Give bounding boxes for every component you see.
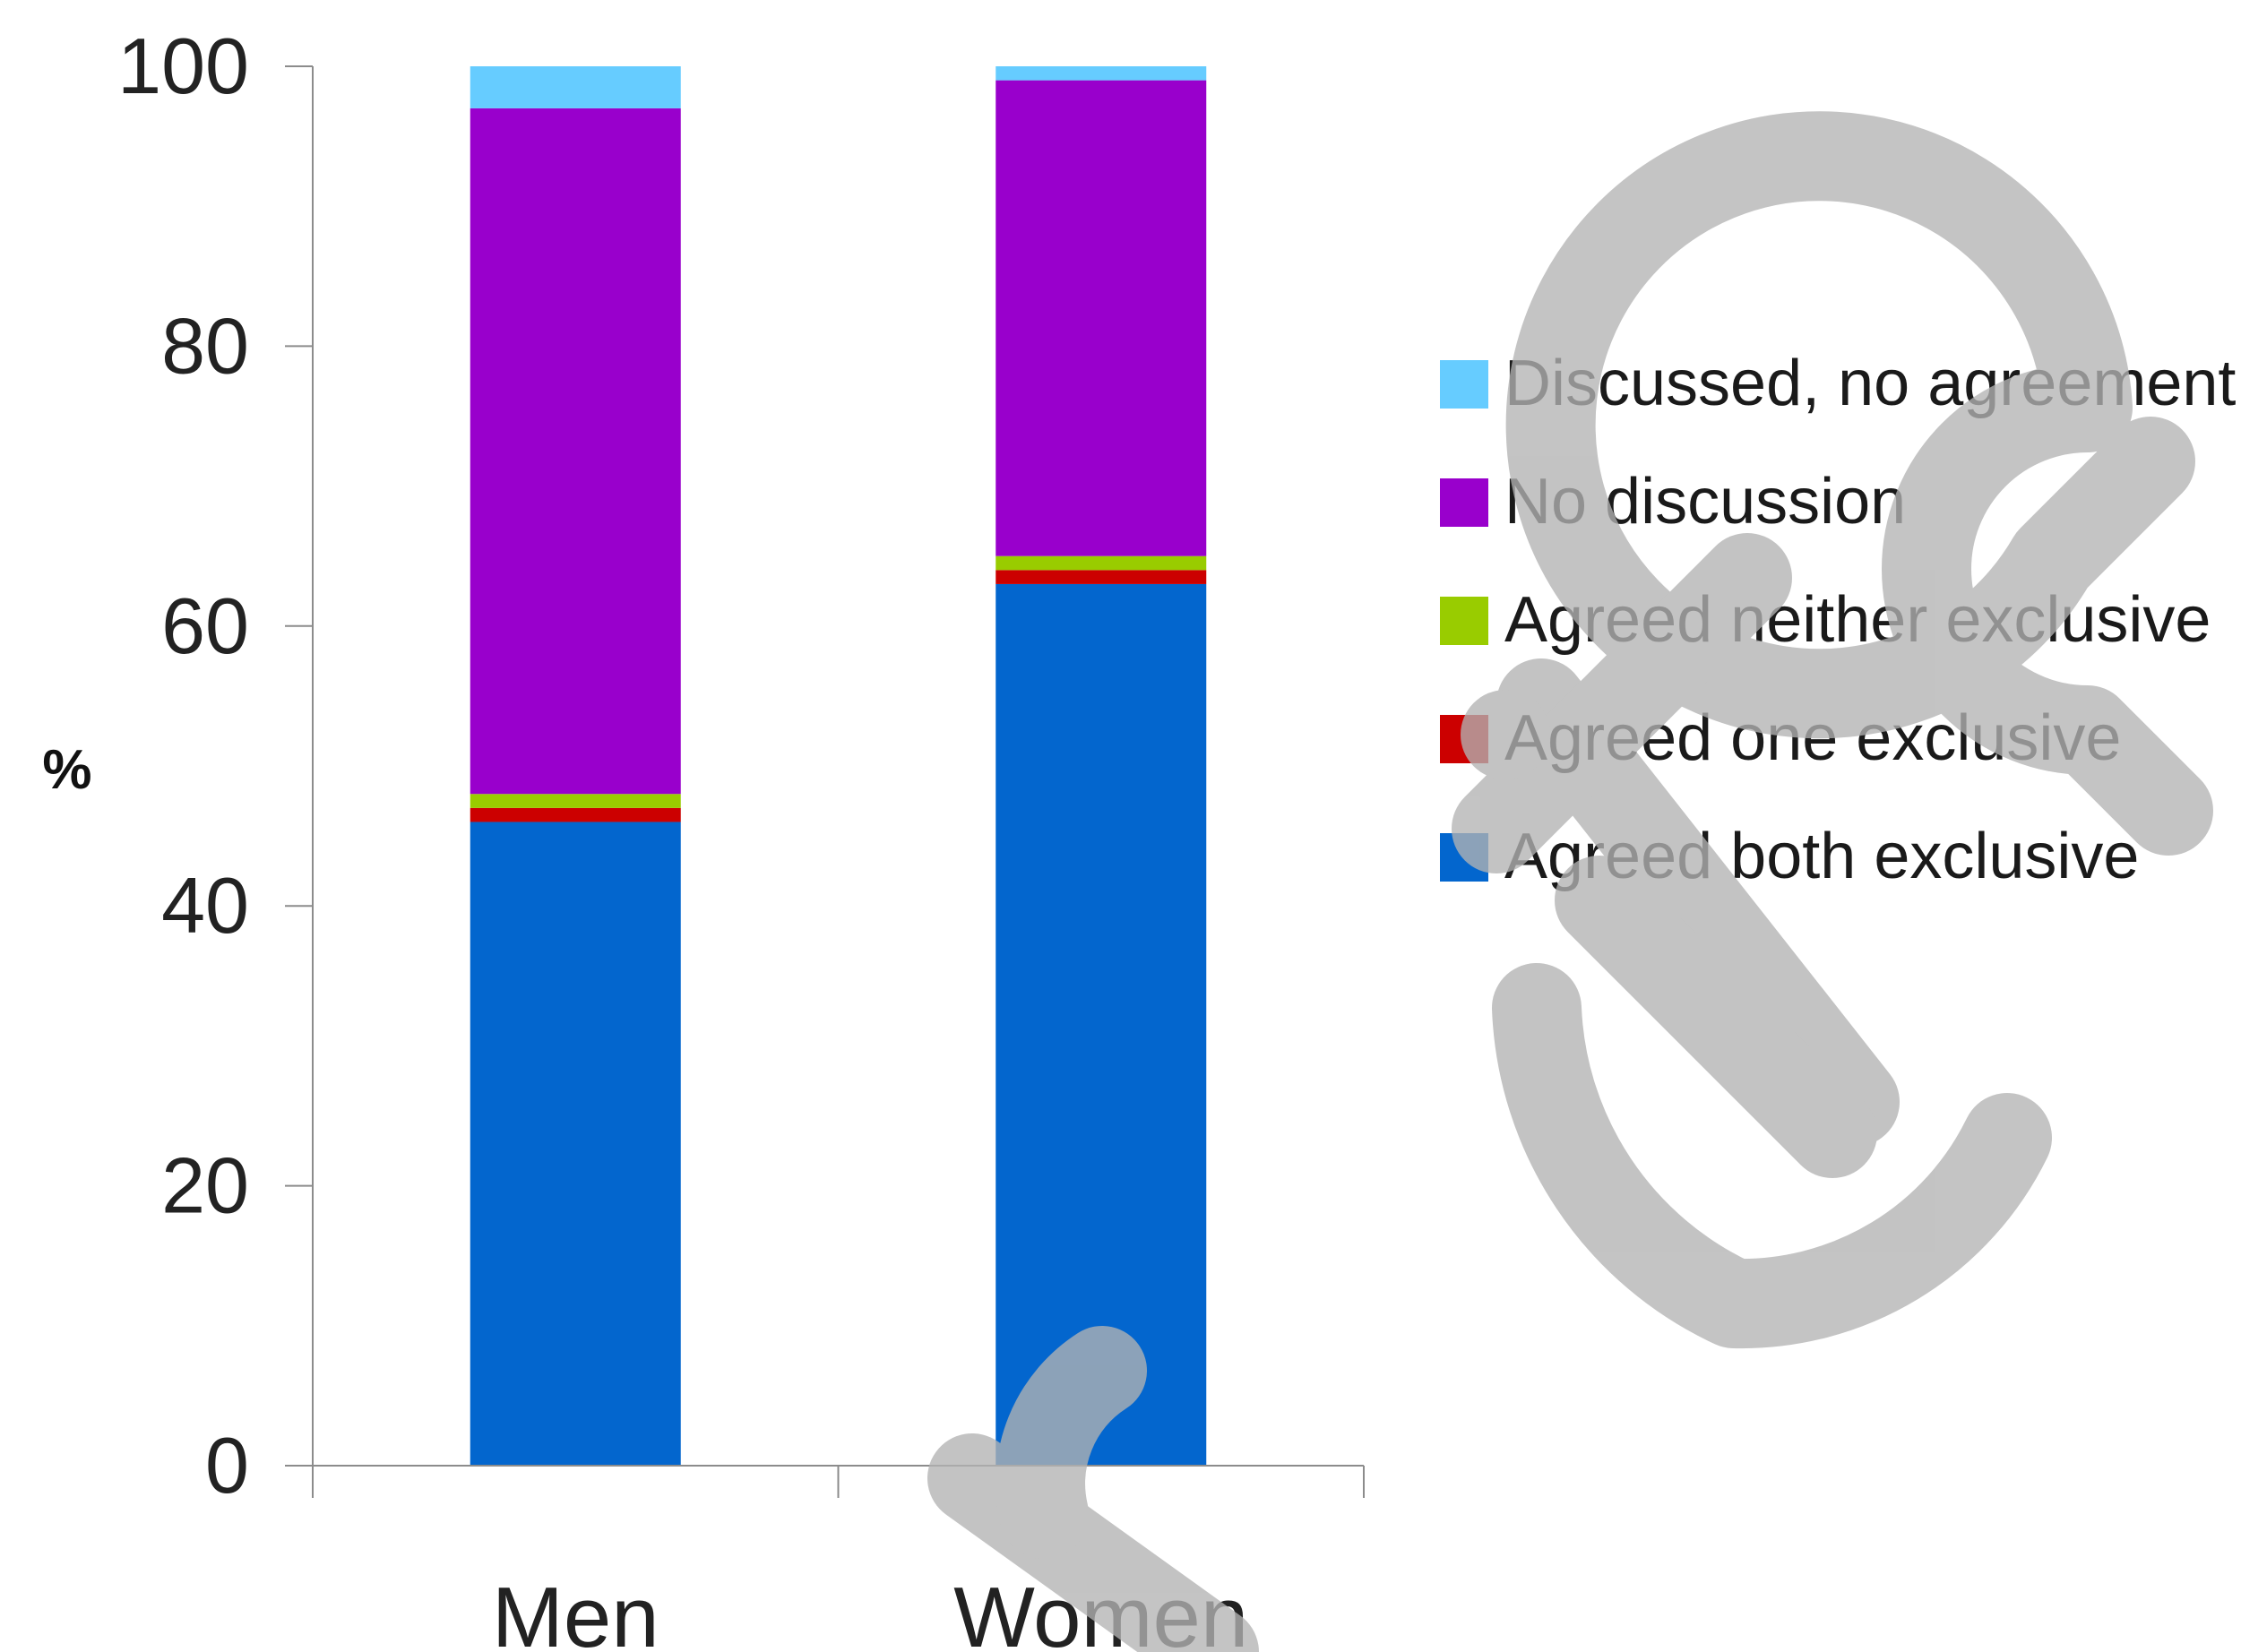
bar-segment-women-1 (996, 570, 1207, 584)
watermark-letter-r-arc (996, 1326, 1147, 1559)
bar-segment-women-2 (996, 555, 1207, 571)
bar-segment-men-4 (470, 66, 681, 108)
y-tick-label-80: 80 (161, 301, 249, 390)
bar-segment-men-2 (470, 794, 681, 808)
bar-segment-men-1 (470, 807, 681, 822)
x-tick-label-men: Men (492, 1570, 659, 1652)
legend-swatch-0 (1440, 360, 1488, 409)
watermark-letter-i (1555, 856, 1877, 1178)
bar-segment-men-0 (470, 822, 681, 1466)
legend-swatch-2 (1440, 597, 1488, 645)
y-axis-label: % (42, 739, 91, 801)
y-tick-label-60: 60 (161, 581, 249, 670)
bar-segment-women-4 (996, 66, 1207, 81)
bars-layer (470, 66, 1207, 1466)
bar-segment-women-3 (996, 80, 1207, 556)
y-tick-label-100: 100 (117, 22, 249, 110)
watermark (927, 111, 2213, 1652)
y-tick-label-0: 0 (205, 1421, 249, 1510)
watermark-letter-i-dot (1461, 690, 1550, 779)
watermark-letter-e (1505, 111, 2213, 856)
bar-segment-men-3 (470, 108, 681, 795)
legend-swatch-1 (1440, 478, 1488, 527)
watermark-letter-t-bar (1452, 533, 1792, 873)
y-tick-label-20: 20 (161, 1141, 249, 1230)
bar-segment-women-0 (996, 583, 1207, 1466)
watermark-letter-c (1492, 963, 2052, 1349)
y-tick-label-40: 40 (161, 861, 249, 950)
